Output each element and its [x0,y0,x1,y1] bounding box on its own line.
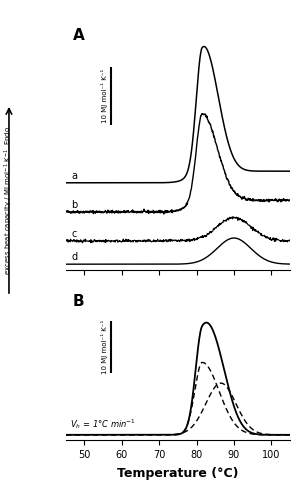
Text: B: B [72,294,84,310]
Text: a: a [71,171,77,181]
Text: excess heat capacity / MJ mol$^{-1}$ K$^{-1}$  Endo: excess heat capacity / MJ mol$^{-1}$ K$^… [3,126,15,274]
Text: $V_h$ = 1°C min$^{-1}$: $V_h$ = 1°C min$^{-1}$ [70,417,136,431]
Text: d: d [71,252,77,262]
Text: 10 MJ mol⁻¹ K⁻¹: 10 MJ mol⁻¹ K⁻¹ [101,68,108,122]
Text: 10 MJ mol⁻¹ K⁻¹: 10 MJ mol⁻¹ K⁻¹ [101,320,108,374]
Text: A: A [72,28,84,42]
Text: b: b [71,200,78,210]
Text: c: c [71,229,77,239]
Text: Temperature (°C): Temperature (°C) [117,467,239,480]
